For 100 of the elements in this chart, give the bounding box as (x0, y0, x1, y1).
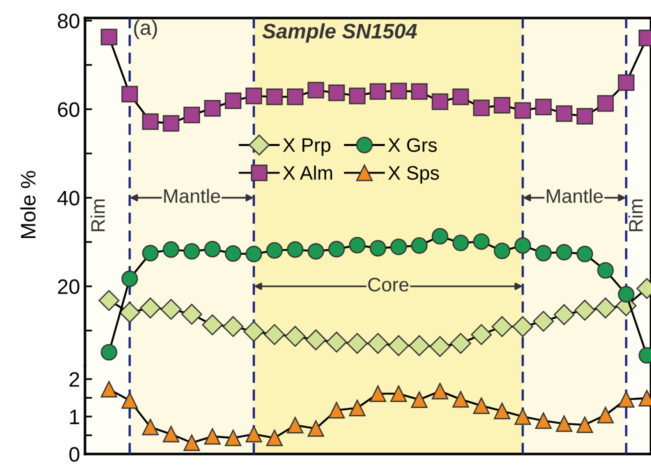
point (494, 402, 510, 420)
point (100, 344, 118, 361)
point (388, 335, 410, 356)
point (204, 240, 221, 258)
point (224, 245, 242, 262)
point (98, 290, 120, 311)
point (411, 83, 428, 100)
point (326, 332, 347, 353)
point (204, 100, 221, 117)
point (119, 302, 140, 323)
point (328, 402, 345, 418)
point (556, 244, 572, 260)
annotation: Mantle (164, 188, 220, 203)
point (121, 86, 138, 102)
point (430, 336, 450, 357)
point (246, 88, 262, 104)
point (452, 391, 469, 408)
point (140, 298, 161, 318)
point (432, 93, 448, 110)
y-tick-label: 40 (57, 190, 80, 206)
point (308, 82, 324, 98)
point (162, 241, 180, 258)
point (514, 102, 532, 119)
point (452, 88, 469, 106)
point (535, 412, 552, 429)
point (308, 243, 324, 260)
point (450, 332, 472, 354)
point (246, 246, 262, 262)
point (266, 242, 283, 259)
point (535, 244, 552, 262)
annotation: Mantle (546, 188, 603, 203)
legend-label: X Alm (282, 166, 332, 180)
point (142, 418, 159, 436)
point (595, 298, 616, 318)
point (142, 113, 159, 130)
point (576, 108, 594, 125)
point (286, 241, 304, 258)
point (183, 106, 200, 124)
point (370, 385, 386, 402)
point (390, 238, 407, 256)
point (554, 304, 575, 326)
point (308, 420, 324, 437)
point (473, 100, 490, 116)
point (473, 397, 490, 414)
point (597, 95, 614, 112)
point (204, 428, 221, 445)
point (618, 74, 634, 91)
point (367, 332, 388, 354)
point (346, 332, 368, 354)
point (411, 237, 428, 254)
point (328, 240, 345, 258)
point (492, 316, 512, 338)
y-tick-label: 20 (58, 279, 80, 294)
point (432, 228, 448, 245)
point (432, 382, 448, 400)
point (224, 92, 242, 110)
y-tick-label: 80 (58, 14, 80, 28)
point (618, 391, 634, 408)
y-tick-label: 60 (58, 102, 80, 117)
point (222, 316, 244, 338)
annotation: Rim (90, 199, 105, 232)
point (452, 234, 469, 252)
point (348, 400, 366, 416)
point (618, 286, 634, 303)
point (348, 88, 366, 104)
point (183, 243, 200, 260)
point (264, 324, 285, 346)
point (202, 314, 223, 336)
point (142, 244, 159, 262)
point (514, 408, 532, 425)
point (348, 236, 366, 254)
point (162, 426, 180, 442)
point (181, 304, 202, 325)
point (121, 270, 138, 288)
point (224, 430, 242, 446)
point (576, 416, 594, 434)
y-axis-title: Mole % (20, 171, 36, 238)
point (411, 391, 428, 408)
point (100, 28, 118, 46)
point (494, 96, 510, 114)
point (328, 84, 345, 102)
legend-label: X Grs (388, 138, 437, 152)
point (266, 88, 283, 106)
y-tick-label: 2 (70, 372, 80, 387)
point (284, 326, 306, 347)
annotation: Rim (628, 199, 643, 232)
point (305, 329, 326, 350)
chart-title: Sample SN1504 (262, 23, 417, 43)
point (514, 237, 532, 254)
point (162, 115, 180, 132)
point (121, 392, 138, 409)
point (266, 430, 283, 446)
point (576, 246, 594, 262)
point (100, 380, 118, 398)
point (494, 242, 510, 260)
point (512, 316, 534, 338)
y-tick-label: 1 (70, 410, 80, 424)
point (286, 416, 304, 434)
legend-label: X Prp (282, 138, 330, 156)
point (243, 321, 264, 342)
